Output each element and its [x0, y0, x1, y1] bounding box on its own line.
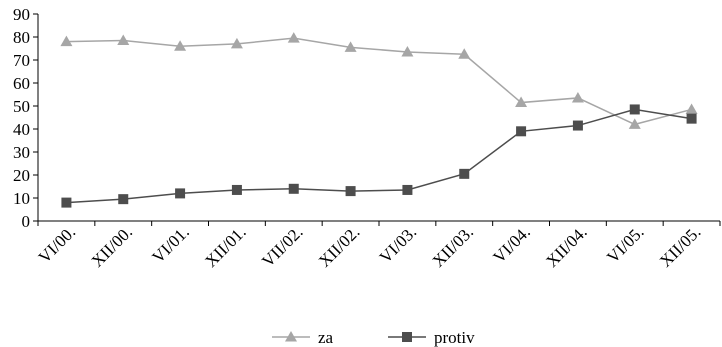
x-tick-label: VII/02. [258, 222, 306, 270]
data-point-za [344, 41, 357, 52]
x-tick-label: VI/00. [35, 222, 79, 266]
series-layer [60, 32, 698, 208]
y-tick-label: 70 [13, 51, 30, 70]
legend-label-protiv: protiv [434, 328, 475, 347]
legend-item-protiv: protiv [388, 328, 475, 347]
y-tick-label: 60 [13, 74, 30, 93]
series-line-protiv [66, 108, 692, 204]
data-point-za [401, 45, 414, 57]
x-tick-label: XII/00. [88, 222, 136, 270]
series-line-za [66, 37, 692, 126]
data-point-protiv [516, 126, 527, 137]
x-tick-label: XII/04. [542, 222, 590, 270]
legend: za protiv [272, 328, 475, 347]
x-tick-label: XII/05. [656, 222, 704, 270]
data-point-za [685, 103, 698, 114]
data-point-za [117, 34, 130, 45]
series-za [60, 32, 698, 129]
y-tick-label: 90 [13, 5, 30, 24]
data-point-protiv [629, 104, 640, 115]
data-point-protiv [459, 168, 470, 179]
x-tick-label: XII/01. [201, 222, 249, 270]
x-tick-label: VI/05. [603, 222, 647, 266]
x-tick-label: XII/02. [315, 222, 363, 270]
data-point-za [515, 96, 528, 108]
x-axis: VI/00. XII/00. VI/01. XII/01. VII/02. XII/02.… [35, 220, 721, 271]
y-tick-label: 10 [13, 189, 30, 208]
data-point-protiv [61, 197, 72, 208]
data-point-za [230, 37, 243, 49]
y-tick-label: 40 [13, 120, 30, 139]
data-point-za [571, 91, 584, 103]
data-point-za [60, 35, 73, 47]
y-tick-label: 0 [22, 212, 31, 231]
data-point-protiv [572, 120, 583, 131]
y-tick-label: 20 [13, 166, 30, 185]
x-tick-label: XII/03. [429, 222, 477, 270]
y-tick-label: 50 [13, 97, 30, 116]
data-point-protiv [686, 113, 697, 124]
data-point-protiv [175, 188, 186, 199]
x-tick-label: VI/03. [376, 222, 420, 266]
data-point-za [174, 40, 187, 51]
legend-marker-protiv [402, 332, 412, 342]
data-point-protiv [345, 186, 356, 197]
data-point-protiv [231, 184, 242, 195]
series-protiv [61, 104, 697, 208]
y-tick-label: 30 [13, 143, 30, 162]
data-point-protiv [118, 194, 129, 205]
legend-marker-za [285, 331, 297, 342]
data-point-za [628, 118, 641, 129]
y-tick-label: 80 [13, 28, 30, 47]
data-point-protiv [402, 184, 413, 195]
y-axis: 0 10 20 30 40 50 60 70 80 90 [13, 5, 39, 231]
x-tick-label: VI/04. [489, 222, 533, 266]
legend-item-za: za [272, 328, 334, 347]
legend-label-za: za [318, 328, 334, 347]
data-point-za [287, 32, 300, 43]
data-point-za [458, 48, 471, 59]
data-point-protiv [288, 183, 299, 194]
x-tick-label: VI/01. [148, 222, 192, 266]
